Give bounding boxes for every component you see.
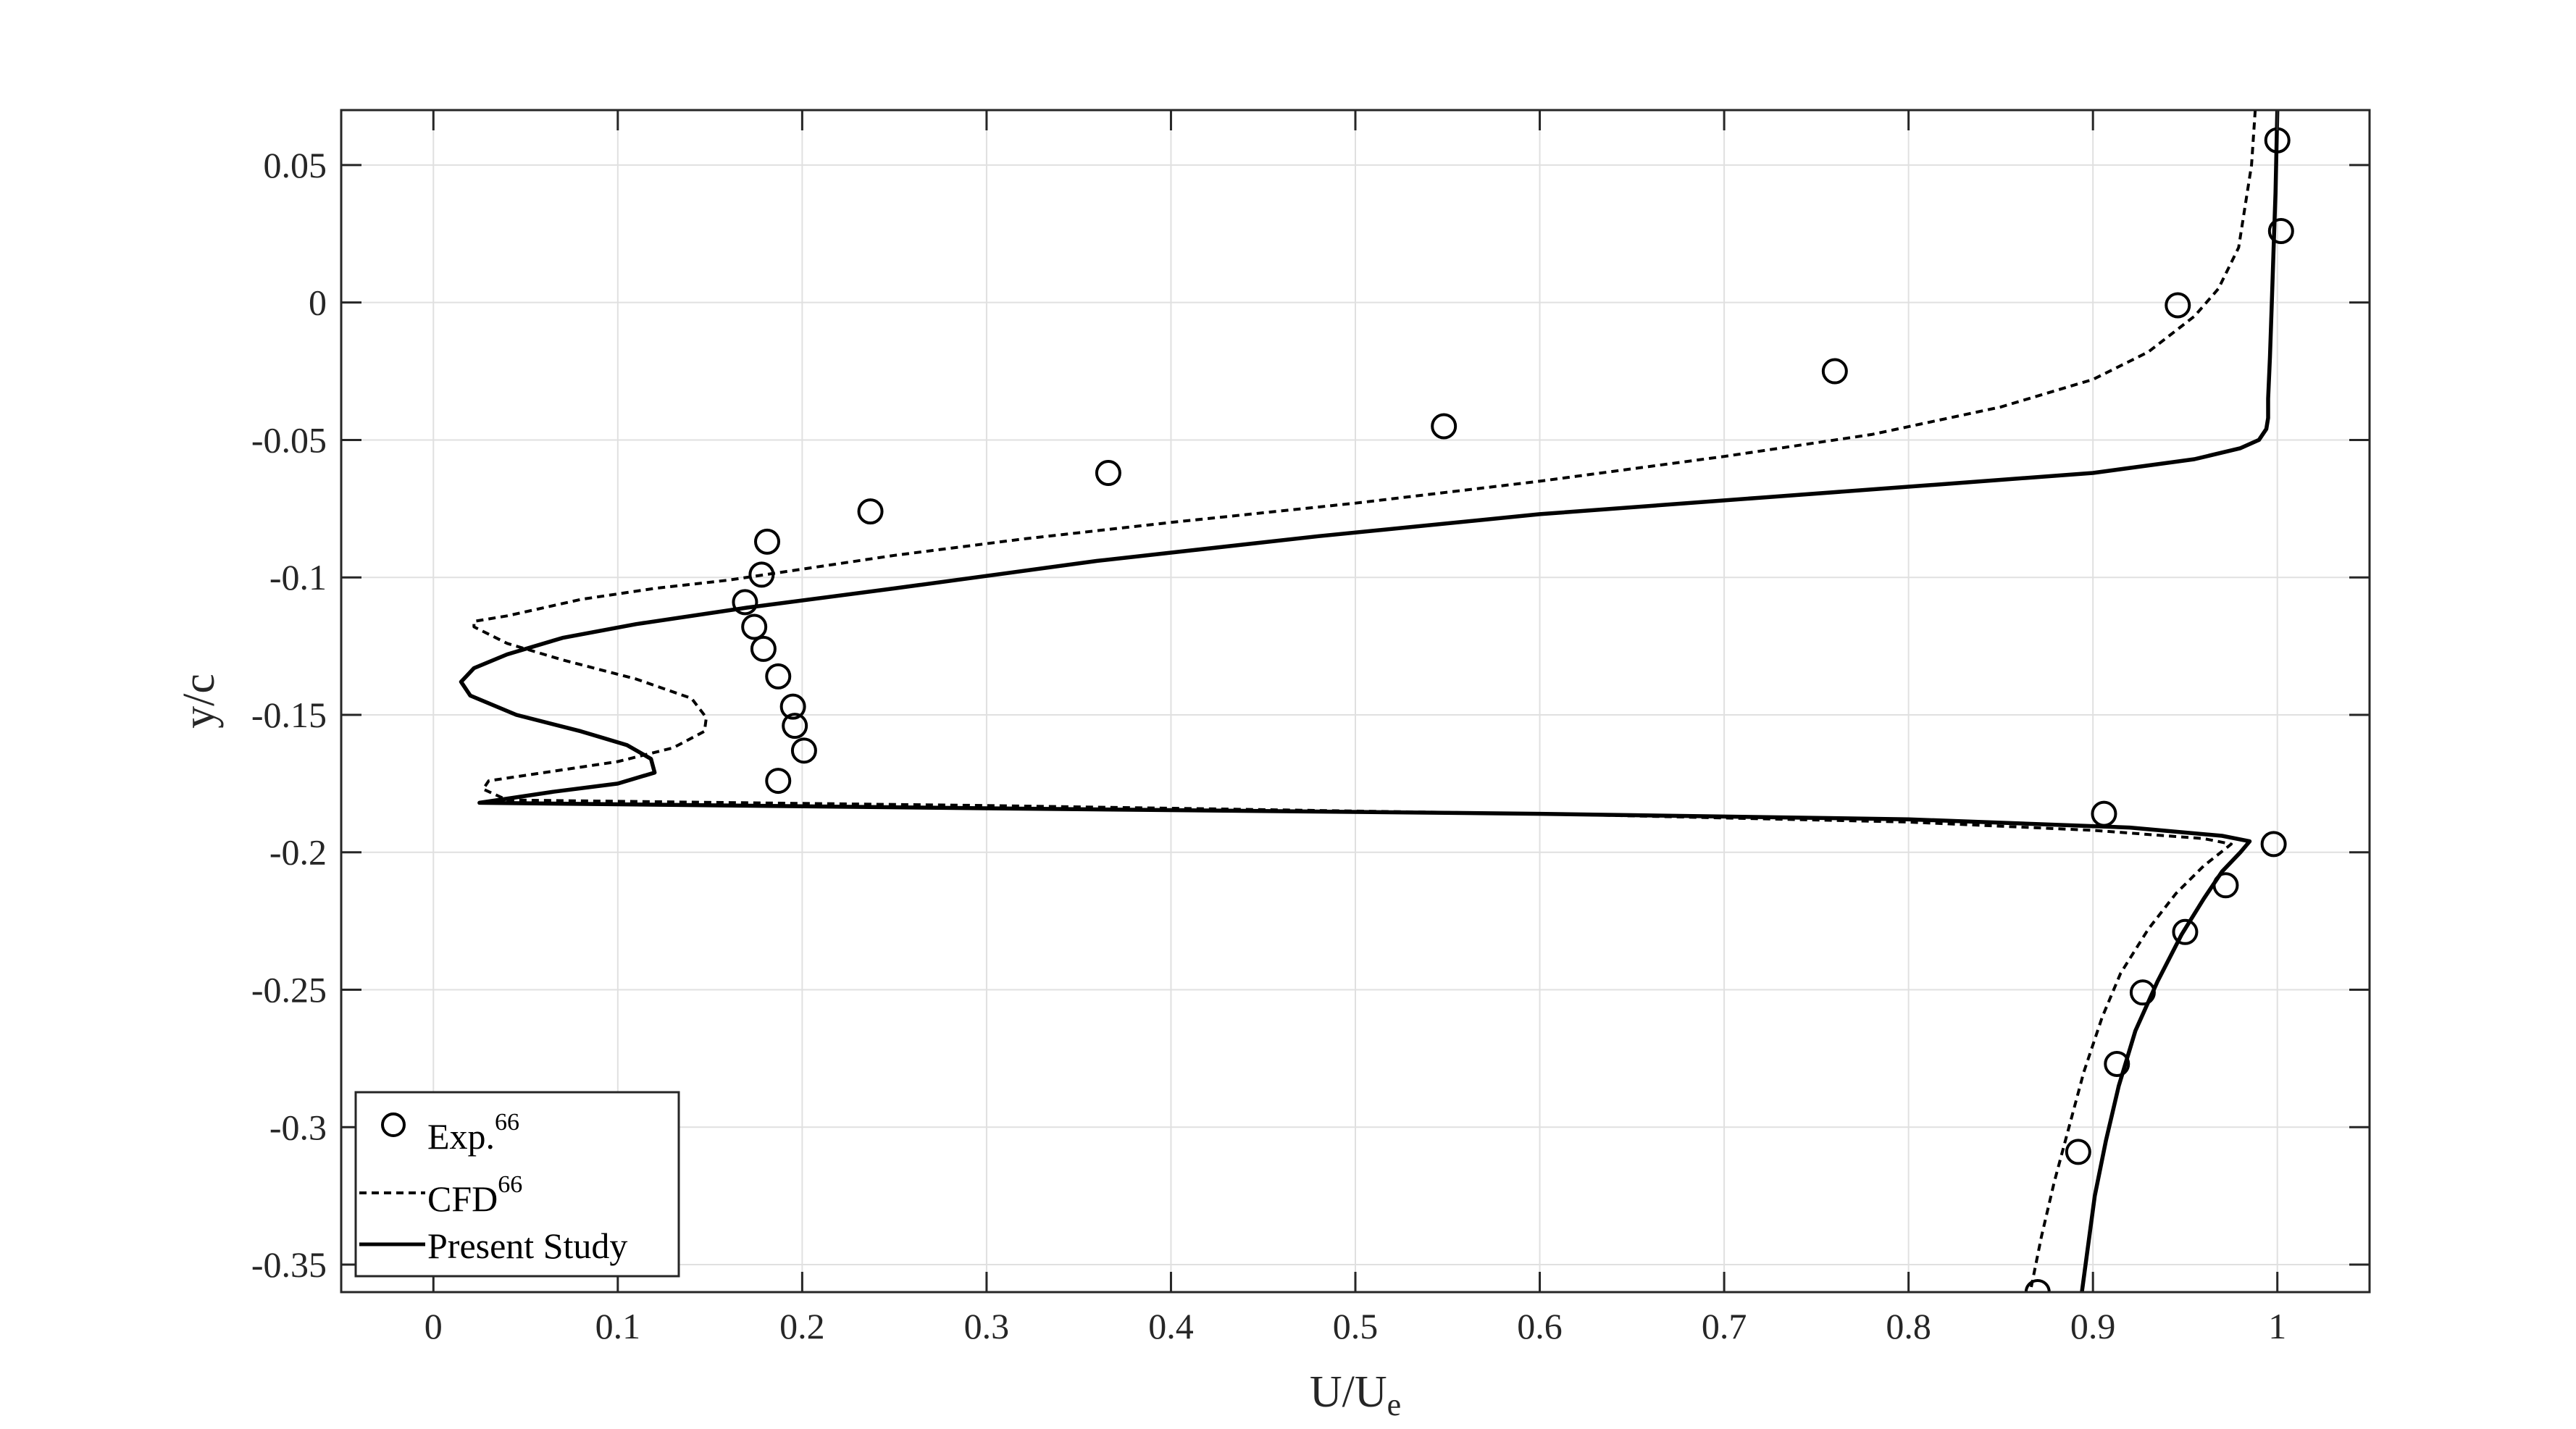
legend: Exp.66 CFD66 Present Study: [354, 1091, 680, 1278]
tick-labels: 0 0.1 0.2 0.3 0.4 0.5 0.6 0.7 0.8 0.9 1 0.05 0 -0.05 -…: [251, 145, 2286, 1346]
exp-data-point: [765, 663, 792, 690]
series-layer: [459, 110, 2294, 1292]
x-tick-label: 0.1: [595, 1306, 641, 1346]
ticks: [341, 110, 2370, 1292]
y-tick-label: -0.2: [269, 832, 327, 873]
y-axis-label: y/c: [175, 674, 224, 729]
legend-label-exp: Exp.66: [427, 1109, 519, 1157]
legend-label-cfd-text: CFD: [427, 1178, 498, 1219]
exp-data-point: [1431, 413, 1458, 440]
exp-data-point: [2165, 292, 2191, 319]
exp-data-point: [779, 693, 806, 720]
x-tick-label: 1: [2268, 1306, 2286, 1346]
y-tick-label: 0: [309, 282, 327, 323]
exp-data-point: [2172, 918, 2199, 945]
legend-marker-exp: [381, 1112, 406, 1137]
x-tick-label: 0.5: [1333, 1306, 1379, 1346]
exp-data-point: [750, 635, 777, 662]
series-1: [472, 110, 2257, 1292]
legend-label-cfd: CFD66: [427, 1171, 522, 1219]
present-study-series-line: [459, 110, 2280, 1292]
exp-data-point: [2024, 1279, 2051, 1292]
legend-label-exp-sup: 66: [495, 1109, 519, 1136]
exp-data-point: [765, 768, 792, 795]
x-tick-label: 0.7: [1702, 1306, 1747, 1346]
exp-data-point: [732, 589, 758, 616]
x-axis-label: U/Ue: [1310, 1367, 1401, 1422]
exp-data-point: [2104, 1050, 2130, 1077]
y-tick-label: -0.25: [251, 970, 327, 1010]
exp-data-point: [2267, 217, 2294, 244]
exp-data-point: [741, 613, 768, 640]
legend-label-present: Present Study: [427, 1225, 627, 1266]
x-tick-label: 0.9: [2070, 1306, 2116, 1346]
exp-data-point: [1821, 358, 1848, 385]
exp-data-point: [782, 713, 808, 739]
y-tick-label: -0.3: [269, 1107, 327, 1147]
legend-label-cfd-sup: 66: [498, 1171, 522, 1198]
y-tick-label: -0.35: [251, 1244, 327, 1285]
grid: [341, 110, 2370, 1292]
exp-data-point: [790, 737, 817, 764]
y-tick-label: -0.1: [269, 557, 327, 598]
x-tick-label: 0: [425, 1306, 443, 1346]
y-tick-label: 0.05: [264, 145, 327, 185]
x-tick-label: 0.3: [964, 1306, 1010, 1346]
x-tick-label: 0.6: [1517, 1306, 1563, 1346]
y-tick-label: -0.15: [251, 695, 327, 735]
x-tick-label: 0.8: [1886, 1306, 1931, 1346]
exp-data-point: [754, 528, 780, 555]
legend-label-exp-text: Exp.: [427, 1116, 495, 1157]
exp-data-point: [1095, 459, 1121, 486]
exp-data-point: [2260, 831, 2287, 858]
x-tick-label: 0.2: [779, 1306, 825, 1346]
x-axis-label-sub: e: [1387, 1387, 1402, 1422]
series-2: [459, 110, 2280, 1292]
y-tick-label: -0.05: [251, 419, 327, 460]
exp-data-point: [857, 498, 884, 525]
x-axis-label-main: U/U: [1310, 1367, 1387, 1417]
exp-data-point: [2065, 1139, 2091, 1165]
x-tick-label: 0.4: [1148, 1306, 1194, 1346]
cfd-series-line: [472, 110, 2257, 1292]
